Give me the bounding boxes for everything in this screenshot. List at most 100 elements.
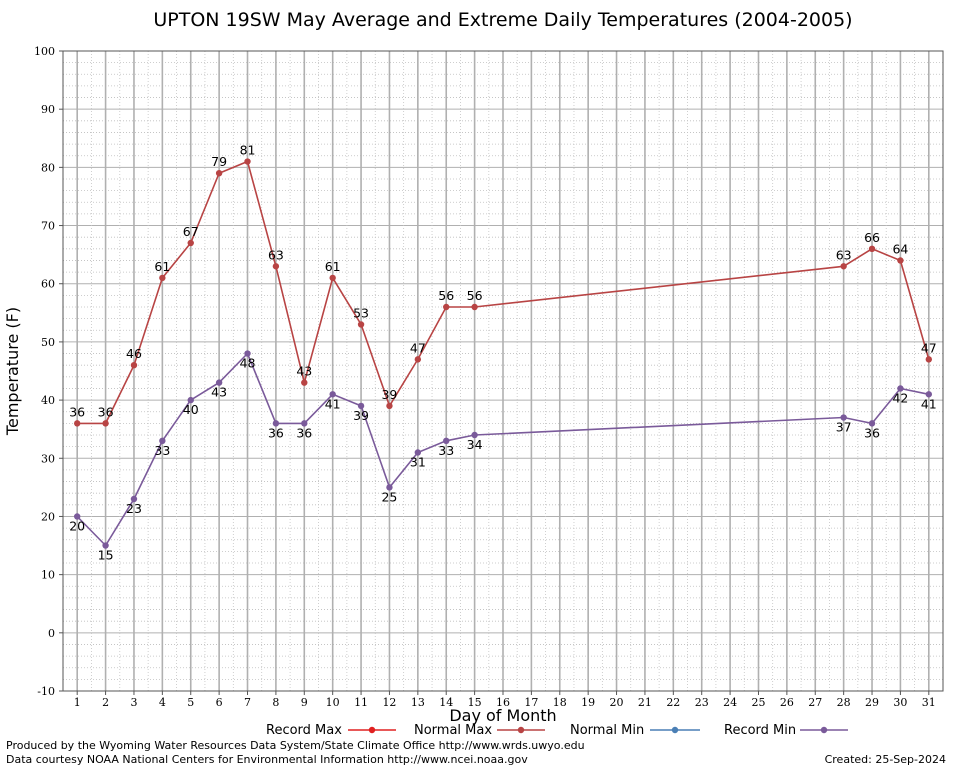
y-tick-label: 10 xyxy=(41,569,55,582)
normal-max-value-label: 43 xyxy=(296,364,312,379)
record-min-value-label: 37 xyxy=(836,420,852,435)
record-min-point xyxy=(443,437,450,445)
normal-max-value-label: 67 xyxy=(183,224,199,239)
normal-max-value-label: 66 xyxy=(864,230,880,245)
normal-max-value-label: 47 xyxy=(921,340,937,355)
normal-max-value-label: 56 xyxy=(467,288,483,303)
legend-label-normal-max: Normal Max xyxy=(414,723,492,738)
normal-max-point xyxy=(471,303,478,311)
x-tick-label: 24 xyxy=(723,696,737,709)
normal-max-value-label: 36 xyxy=(98,404,114,419)
record-min-point xyxy=(840,414,847,421)
x-tick-label: 26 xyxy=(780,696,794,709)
normal-max-point xyxy=(187,239,194,247)
record-min-value-label: 36 xyxy=(296,425,312,440)
normal-max-point xyxy=(414,356,422,363)
x-tick-label: 16 xyxy=(496,696,510,709)
x-tick-label: 11 xyxy=(354,696,368,709)
y-tick-label: 20 xyxy=(41,510,55,523)
record-min-point xyxy=(868,420,876,427)
x-tick-label: 27 xyxy=(808,696,822,709)
legend-marker-record-min xyxy=(820,726,828,734)
normal-max-point xyxy=(73,420,81,427)
grid xyxy=(63,50,943,692)
normal-max-point xyxy=(301,379,308,386)
record-min-point xyxy=(471,431,478,439)
x-tick-label: 9 xyxy=(301,696,308,709)
legend-marker-record-max xyxy=(368,726,376,734)
normal-max-point xyxy=(443,303,450,311)
legend: Record Max Normal Max Normal Min Record Min xyxy=(266,723,848,738)
normal-max-value-label: 63 xyxy=(836,247,852,262)
y-tick-label: 0 xyxy=(48,627,55,640)
x-tick-label: 3 xyxy=(130,696,137,709)
footer-produced-by: Produced by the Wyoming Water Resources … xyxy=(6,739,585,752)
y-tick-label: 40 xyxy=(41,394,55,407)
x-tick-label: 1 xyxy=(74,696,81,709)
record-min-point xyxy=(386,484,393,491)
y-tick-label: 30 xyxy=(41,452,55,465)
y-tick-label: 60 xyxy=(41,278,55,291)
x-tick-label: 29 xyxy=(865,696,879,709)
footer-data-courtesy: Data courtesy NOAA National Centers for … xyxy=(6,753,528,766)
record-min-point xyxy=(215,379,223,386)
legend-label-record-max: Record Max xyxy=(266,723,342,738)
normal-max-point xyxy=(272,263,280,270)
normal-max-point xyxy=(925,356,933,363)
record-min-value-label: 48 xyxy=(240,356,256,371)
series xyxy=(73,158,933,549)
normal-max-point xyxy=(159,274,166,282)
x-tick-label: 2 xyxy=(102,696,109,709)
record-min-value-label: 20 xyxy=(69,518,85,533)
record-min-value-label: 23 xyxy=(126,501,142,516)
y-tick-label: 80 xyxy=(41,161,55,174)
normal-max-value-label: 79 xyxy=(211,154,227,169)
normal-max-point xyxy=(386,402,393,410)
record-min-point xyxy=(897,385,904,392)
record-min-value-label: 36 xyxy=(268,425,284,440)
normal-max-point xyxy=(102,420,109,427)
normal-max-point xyxy=(357,321,365,328)
record-min-value-label: 25 xyxy=(381,489,397,504)
record-min-value-label: 42 xyxy=(892,390,908,405)
x-tick-label: 31 xyxy=(922,696,936,709)
record-min-value-label: 36 xyxy=(864,425,880,440)
footer-created-date: Created: 25-Sep-2024 xyxy=(825,753,946,766)
x-tick-label: 23 xyxy=(695,696,709,709)
record-min-point xyxy=(329,391,336,398)
normal-max-value-label: 46 xyxy=(126,346,142,361)
normal-max-point xyxy=(897,257,904,264)
y-axis-label: Temperature (F) xyxy=(3,307,22,436)
x-tick-label: 22 xyxy=(666,696,680,709)
normal-max-value-label: 56 xyxy=(438,288,454,303)
normal-max-point xyxy=(840,263,847,270)
normal-max-value-label: 61 xyxy=(325,259,341,274)
normal-max-point xyxy=(215,169,223,177)
x-tick-label: 20 xyxy=(610,696,624,709)
x-tick-label: 25 xyxy=(751,696,765,709)
record-min-point xyxy=(925,391,933,398)
y-tick-label: 50 xyxy=(41,336,55,349)
record-min-value-label: 41 xyxy=(921,396,937,411)
record-min-point xyxy=(130,495,138,503)
data-labels: 36 36 46 61 67 79 81 63 43 61 53 39 47 56 56 63 66 64 47 20… xyxy=(69,143,937,563)
record-min-value-label: 33 xyxy=(154,443,170,458)
legend-label-normal-min: Normal Min xyxy=(570,723,644,738)
normal-max-value-label: 61 xyxy=(154,259,170,274)
record-min-point xyxy=(159,437,166,445)
y-tick-label: -10 xyxy=(37,685,55,698)
legend-label-record-min: Record Min xyxy=(724,723,796,738)
record-min-value-label: 15 xyxy=(98,548,114,563)
y-tick-label: 100 xyxy=(34,45,55,58)
record-min-value-label: 34 xyxy=(467,437,483,452)
x-tick-label: 30 xyxy=(893,696,907,709)
normal-max-point xyxy=(130,361,138,369)
x-axis-label: Day of Month xyxy=(449,706,556,725)
x-tick-label: 19 xyxy=(581,696,595,709)
y-tick-label: 70 xyxy=(41,220,55,233)
x-tick-label: 7 xyxy=(244,696,251,709)
x-tick-label: 17 xyxy=(524,696,538,709)
normal-max-point xyxy=(868,245,876,253)
record-min-point xyxy=(187,396,194,404)
